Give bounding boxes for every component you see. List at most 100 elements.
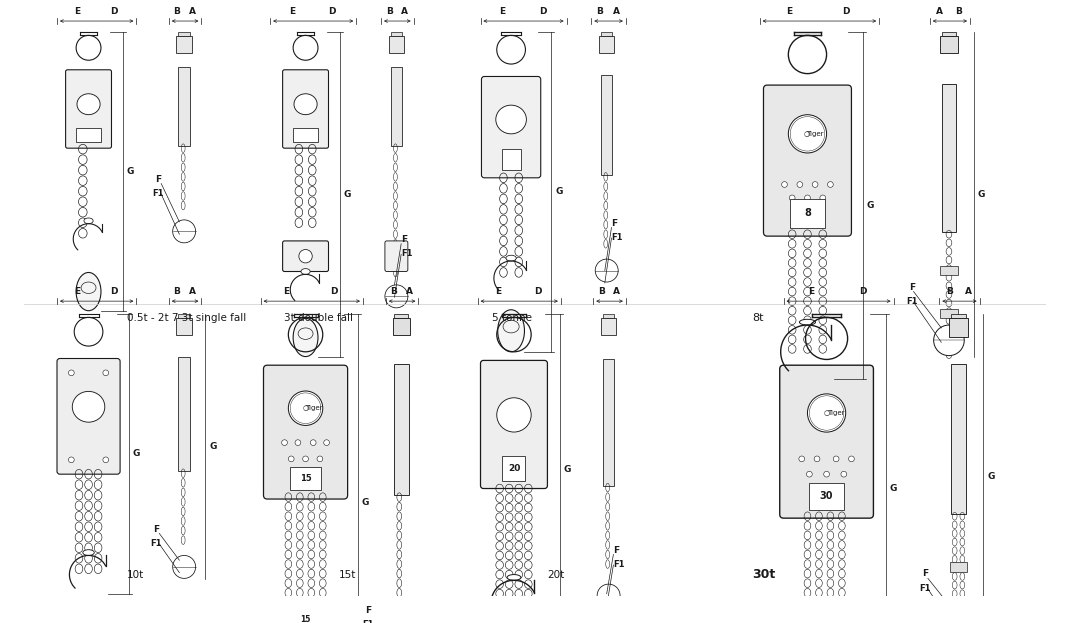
Text: F: F [908, 283, 915, 292]
Text: 20: 20 [508, 464, 520, 473]
Text: F: F [155, 174, 162, 184]
FancyBboxPatch shape [764, 85, 852, 236]
Text: F1: F1 [613, 560, 625, 569]
Text: F1: F1 [919, 584, 931, 593]
Bar [599, 36, 614, 52]
Bar [602, 313, 614, 318]
Text: 20t: 20t [548, 571, 565, 581]
Bar [290, 610, 321, 623]
Ellipse shape [73, 391, 105, 422]
FancyBboxPatch shape [65, 70, 111, 148]
Text: G: G [564, 465, 571, 474]
Text: G: G [343, 189, 351, 199]
Text: Tiger: Tiger [306, 405, 323, 411]
Text: A: A [188, 287, 196, 297]
Circle shape [827, 182, 834, 188]
Bar [941, 338, 958, 347]
Bar [179, 32, 189, 36]
Circle shape [308, 615, 318, 623]
Text: D: D [331, 287, 338, 297]
Bar [601, 75, 612, 175]
Ellipse shape [507, 574, 521, 580]
Text: 15t: 15t [339, 571, 356, 581]
Circle shape [797, 182, 802, 188]
Bar [391, 67, 402, 146]
Bar [179, 313, 189, 318]
Circle shape [812, 182, 817, 188]
Bar [293, 128, 318, 143]
FancyBboxPatch shape [482, 77, 540, 178]
Circle shape [317, 456, 323, 462]
Circle shape [281, 440, 288, 445]
Text: A: A [401, 7, 408, 16]
Text: D: D [842, 7, 850, 16]
Circle shape [597, 584, 621, 607]
Circle shape [324, 440, 330, 445]
Text: G: G [978, 189, 985, 199]
Text: ○: ○ [824, 410, 830, 416]
Bar [502, 149, 521, 170]
Text: B: B [391, 287, 397, 297]
Circle shape [288, 391, 323, 426]
Text: D: D [538, 7, 546, 16]
Text: F: F [154, 525, 159, 533]
Text: F1: F1 [151, 539, 163, 548]
Ellipse shape [76, 272, 101, 311]
Text: Tiger: Tiger [807, 131, 824, 137]
Text: A: A [613, 7, 620, 16]
Text: B: B [173, 7, 181, 16]
Circle shape [299, 250, 312, 263]
Bar [290, 467, 321, 490]
FancyBboxPatch shape [266, 597, 345, 623]
Bar [951, 364, 966, 515]
FancyBboxPatch shape [57, 358, 120, 474]
Bar [941, 266, 958, 275]
Ellipse shape [498, 310, 524, 352]
Text: E: E [284, 287, 289, 297]
Text: F1: F1 [153, 189, 164, 198]
Circle shape [172, 556, 196, 578]
Ellipse shape [77, 94, 101, 115]
Bar [395, 313, 408, 318]
Text: A: A [613, 287, 621, 297]
Text: A: A [965, 287, 972, 297]
Text: D: D [859, 287, 867, 297]
Text: E: E [74, 287, 80, 297]
Text: G: G [555, 187, 563, 196]
Ellipse shape [799, 320, 815, 325]
Bar [391, 32, 402, 36]
Circle shape [295, 472, 301, 478]
Text: B: B [597, 7, 603, 16]
Text: 15: 15 [301, 615, 310, 623]
Text: 15: 15 [300, 475, 311, 483]
Circle shape [815, 605, 838, 623]
Text: F1: F1 [401, 249, 413, 258]
Text: D: D [110, 7, 118, 16]
Circle shape [293, 615, 303, 623]
Bar [949, 318, 968, 336]
Ellipse shape [817, 599, 836, 605]
Circle shape [310, 440, 316, 445]
FancyBboxPatch shape [780, 365, 873, 518]
Text: 0.5t - 2t 7 3t single fall: 0.5t - 2t 7 3t single fall [126, 313, 246, 323]
FancyBboxPatch shape [389, 599, 413, 623]
Circle shape [789, 115, 827, 153]
Circle shape [385, 285, 408, 308]
Text: B: B [956, 7, 962, 16]
Circle shape [797, 209, 802, 214]
Text: D: D [110, 287, 118, 297]
Circle shape [288, 456, 294, 462]
Text: D: D [534, 287, 541, 297]
Ellipse shape [83, 218, 93, 224]
Circle shape [849, 456, 854, 462]
Circle shape [814, 456, 820, 462]
Circle shape [808, 394, 845, 432]
Circle shape [812, 209, 817, 214]
Circle shape [807, 472, 812, 477]
Text: Tiger: Tiger [827, 410, 844, 416]
Bar [602, 358, 614, 486]
Text: 30: 30 [820, 491, 834, 501]
Bar [941, 309, 958, 318]
Text: E: E [495, 287, 502, 297]
Text: E: E [786, 7, 793, 16]
